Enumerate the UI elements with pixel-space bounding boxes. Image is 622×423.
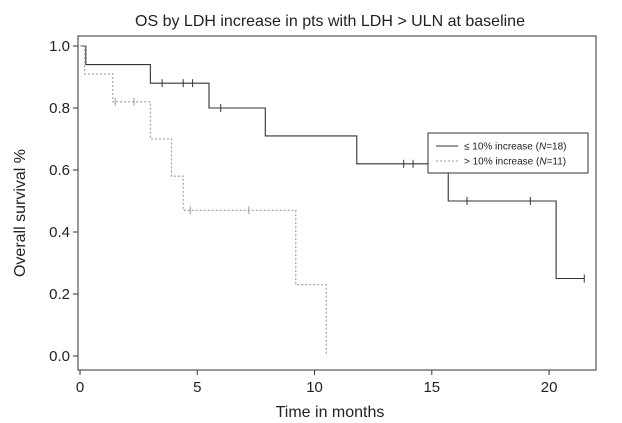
x-tick-label: 15 [423,379,440,396]
y-tick-label: 0.2 [49,286,70,303]
y-tick-label: 0.4 [49,224,70,241]
legend-label-2: > 10% increase (N=11) [464,157,566,168]
x-tick-label: 20 [541,379,558,396]
series-2-curve [80,45,327,356]
y-tick-label: 0.0 [49,348,70,365]
axis-ticks: 0 5 10 15 20 0.0 0.2 0.4 0.6 0.8 1.0 [49,38,557,396]
legend-box [427,132,589,174]
series-1-curve [80,45,585,280]
y-tick-label: 1.0 [49,38,70,55]
series-layer [80,45,585,356]
x-axis-label: Time in months [276,404,385,421]
y-tick-label: 0.6 [49,162,70,179]
legend: ≤ 10% increase (N=18) > 10% increase (N=1… [427,132,589,174]
chart-title: OS by LDH increase in pts with LDH > ULN… [135,13,525,30]
x-tick-label: 10 [306,379,323,396]
y-tick-label: 0.8 [49,100,70,117]
x-tick-label: 5 [193,379,201,396]
y-axis-label: Overall survival % [12,149,29,277]
plot-frame [77,35,597,371]
x-tick-label: 0 [76,379,84,396]
legend-label-1: ≤ 10% increase (N=18) [464,142,567,153]
